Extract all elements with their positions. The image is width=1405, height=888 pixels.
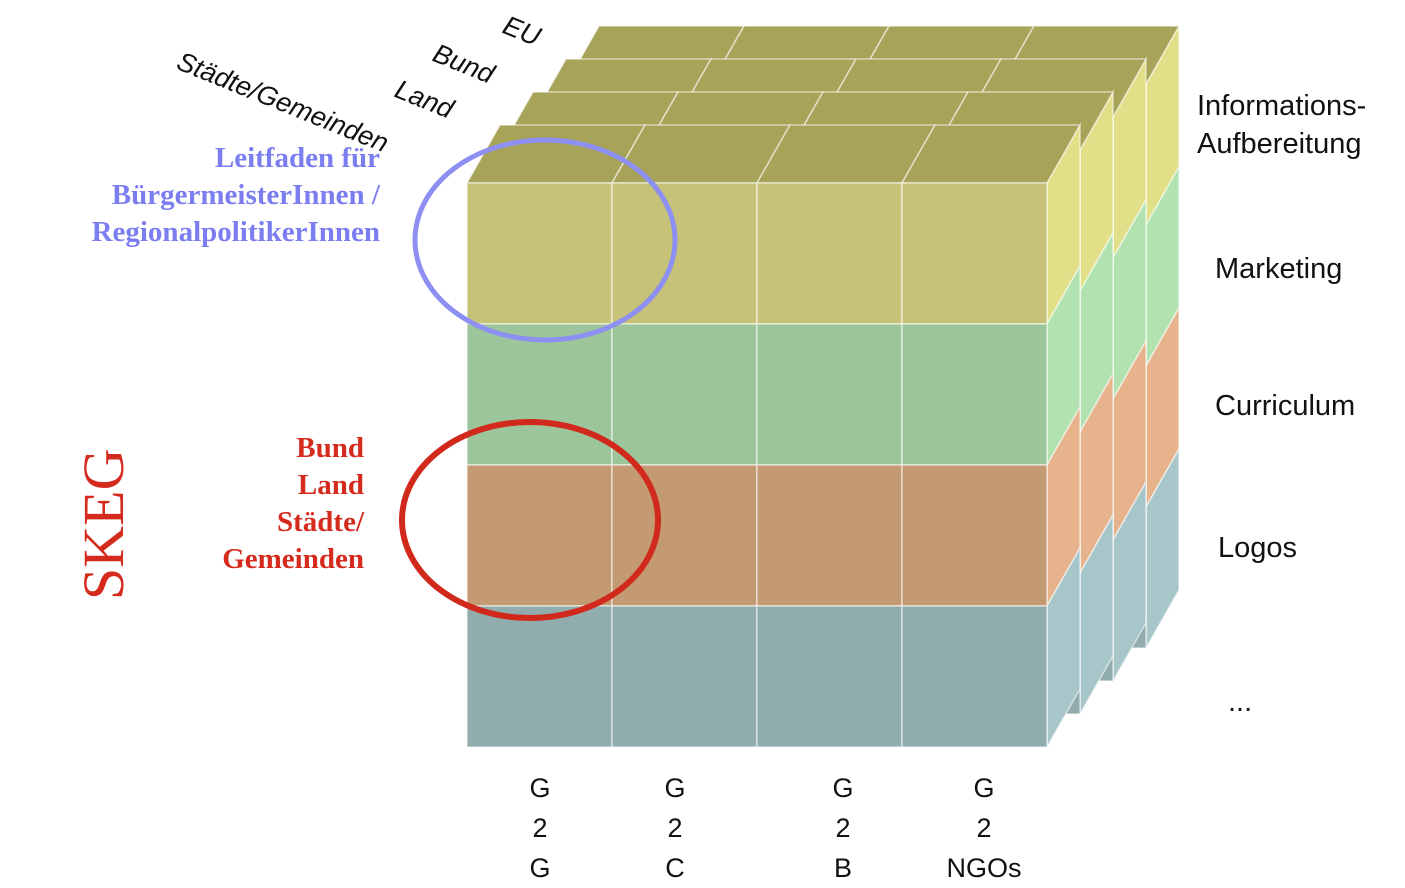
column-label-g2ngos: G 2 NGOs [939, 768, 1029, 888]
layer-label-marketing: Marketing [1215, 253, 1343, 285]
block-front-face [756, 323, 903, 466]
column-label-g2c: G 2 C [630, 768, 720, 888]
block-front-face [611, 605, 758, 748]
annotation-leitfaden-line-1: Leitfaden für [214, 142, 380, 174]
block-front-face [901, 464, 1048, 607]
blue-highlight-circle [412, 137, 678, 343]
column-label-g2g-2: 2 [532, 813, 548, 843]
red-highlight-circle [399, 419, 661, 621]
annotation-leitfaden: Leitfaden für BürgermeisterInnen / Regio… [0, 140, 380, 251]
column-label-g2b: G 2 B [798, 768, 888, 888]
block-front-face [756, 464, 903, 607]
column-label-g2g: G 2 G [495, 768, 585, 888]
block-front-face [611, 323, 758, 466]
column-label-g2b-1: G [832, 773, 854, 803]
annotation-leitfaden-line-2: BürgermeisterInnen / [111, 179, 380, 211]
annotation-bund-land: Bund Land Städte/ Gemeinden [150, 430, 364, 578]
block-front-face [901, 182, 1048, 325]
annotation-red-line-4: Gemeinden [222, 543, 364, 575]
block-front-face [901, 323, 1048, 466]
block-front-face [611, 182, 758, 325]
column-label-g2c-2: 2 [667, 813, 683, 843]
column-label-g2ngos-3: NGOs [946, 853, 1022, 883]
annotation-red-line-3: Städte/ [277, 506, 364, 538]
cube-blocks [465, 23, 1181, 750]
layer-label-aufbereitung: Aufbereitung [1197, 128, 1362, 160]
block-front-face [611, 464, 758, 607]
layer-label-informations: Informations- [1197, 90, 1367, 122]
column-label-g2b-2: 2 [835, 813, 851, 843]
block-front-face [466, 182, 613, 325]
layer-label-more: ... [1228, 686, 1253, 718]
column-label-g2ngos-2: 2 [976, 813, 992, 843]
block-front-face [466, 323, 613, 466]
annotation-red-line-1: Bund [296, 432, 364, 464]
layer-label-logos: Logos [1218, 532, 1298, 564]
skeg-vertical-label: SKEG [71, 448, 136, 600]
block-front-face [466, 605, 613, 748]
column-label-g2g-1: G [529, 773, 551, 803]
block-front-face [901, 605, 1048, 748]
column-label-g2c-1: G [664, 773, 686, 803]
column-label-g2b-3: B [833, 853, 852, 883]
block-front-face [756, 605, 903, 748]
block-front-face [466, 464, 613, 607]
annotation-leitfaden-line-3: RegionalpolitikerInnen [91, 216, 380, 248]
column-label-g2g-3: G [529, 853, 551, 883]
column-label-g2c-3: C [665, 853, 685, 883]
block-front-face [756, 182, 903, 325]
annotation-red-line-2: Land [297, 469, 364, 501]
layer-label-curriculum: Curriculum [1215, 390, 1356, 422]
column-label-g2ngos-1: G [973, 773, 995, 803]
